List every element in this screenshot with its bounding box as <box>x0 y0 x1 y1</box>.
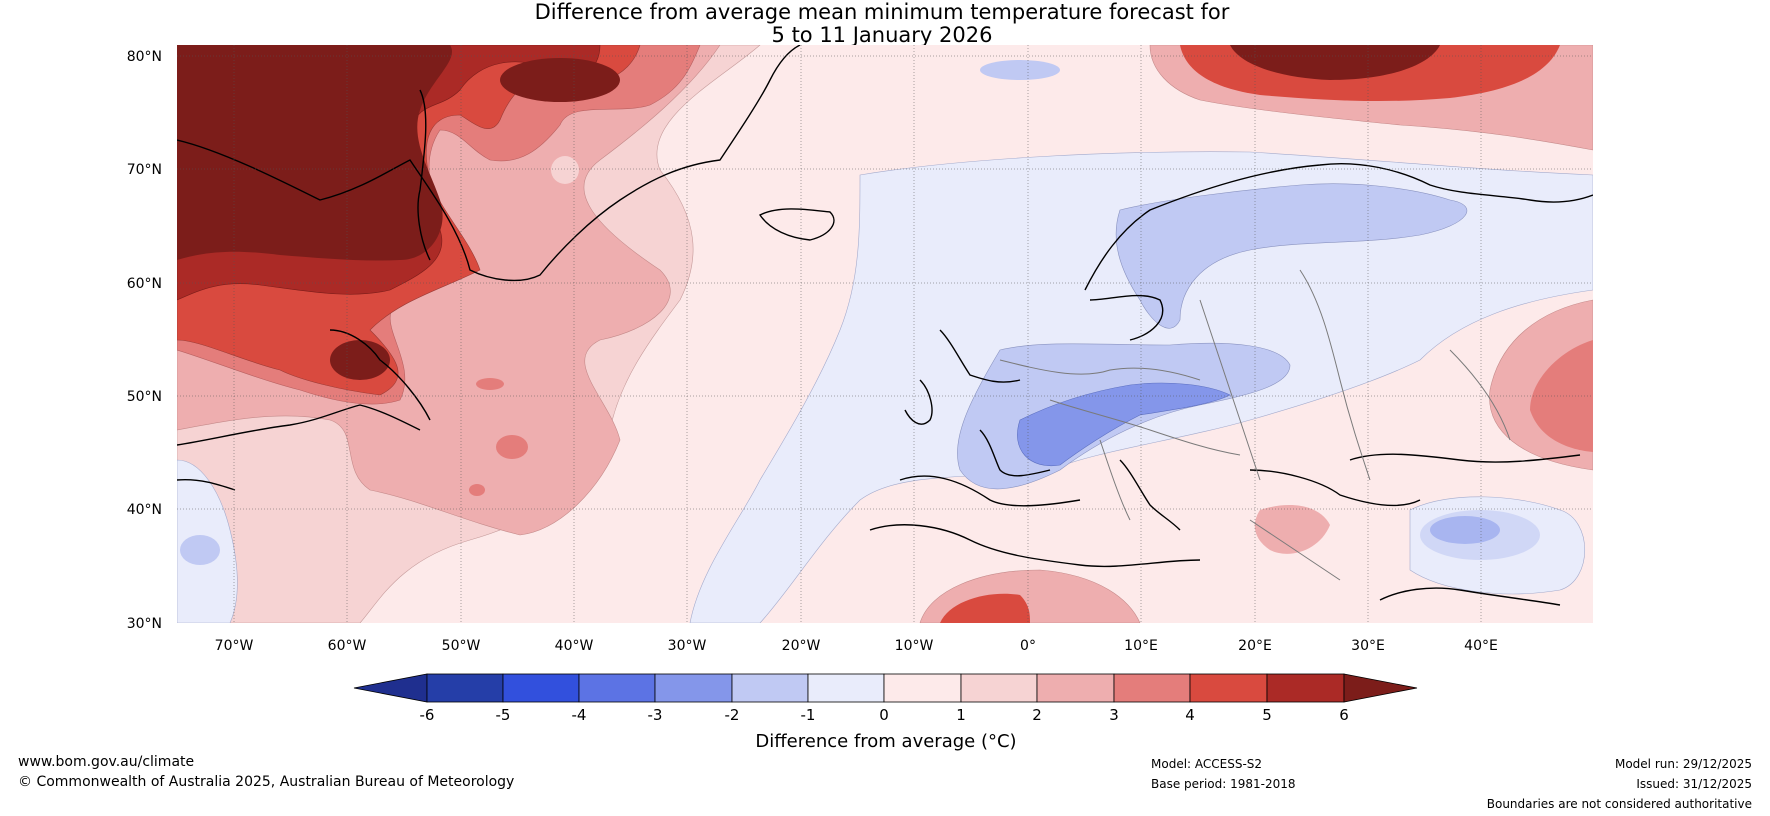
lon-label-20w: 20°W <box>782 638 821 654</box>
colorbar-tick: 5 <box>1262 706 1272 724</box>
cold-region-minus2-turkey <box>1420 510 1540 560</box>
warm-spot-greenland-sea <box>551 156 579 184</box>
colorbar-bin-n6 <box>426 673 504 703</box>
lon-label-70w: 70°W <box>215 638 254 654</box>
lat-label-60n: 60°N <box>127 276 162 292</box>
lon-label-0: 0° <box>1020 638 1036 654</box>
colorbar-ticks: -6 -5 -4 -3 -2 -1 0 1 2 3 4 5 6 <box>420 706 1349 724</box>
warm-max-newfoundland <box>330 340 390 380</box>
colorbar-bin-n5 <box>502 673 580 703</box>
lon-label-60w: 60°W <box>328 638 367 654</box>
colorbar-label: Difference from average (°C) <box>755 731 1016 752</box>
colorbar-bin-n3 <box>654 673 733 703</box>
lat-label-30n: 30°N <box>127 616 162 632</box>
colorbar-tick: -5 <box>496 706 511 724</box>
colorbar-tick: 2 <box>1032 706 1042 724</box>
footer-model: Model: ACCESS-S2 <box>1151 757 1263 771</box>
colorbar-bin-n4 <box>578 673 656 703</box>
warm-region-max <box>177 45 453 261</box>
warm-region-arctic-ne-plus6 <box>1230 45 1440 80</box>
lat-label-70n: 70°N <box>127 162 162 178</box>
warm-region-east-plus4 <box>1530 340 1593 452</box>
longitude-labels: 70°W 60°W 50°W 40°W 30°W 20°W 10°W 0° 10… <box>215 638 1498 654</box>
graticule <box>177 45 1593 623</box>
colorbar-bin-n2 <box>731 673 809 703</box>
colorbar-bin-p5 <box>1266 673 1345 703</box>
colorbar-bin-p3 <box>1113 673 1191 703</box>
cold-region-minus3 <box>1017 382 1231 467</box>
colorbar-tick: -4 <box>572 706 587 724</box>
colorbar-tick: 3 <box>1109 706 1119 724</box>
colorbar-bin-p0 <box>883 673 962 703</box>
colorbar-tick: 0 <box>879 706 889 724</box>
warm-spot-atlantic3 <box>469 484 485 496</box>
colorbar-tick: -2 <box>725 706 740 724</box>
map-title-line1: Difference from average mean minimum tem… <box>534 0 1230 24</box>
colorbar-extend-high <box>1343 673 1418 703</box>
lat-label-40n: 40°N <box>127 502 162 518</box>
lon-label-10e: 10°E <box>1124 638 1158 654</box>
colorbar-extend-low <box>353 673 428 703</box>
footer-base-period: Base period: 1981-2018 <box>1151 777 1296 791</box>
lon-label-30e: 30°E <box>1351 638 1385 654</box>
colorbar-bin-p1 <box>960 673 1038 703</box>
footer-model-run: Model run: 29/12/2025 <box>1614 757 1752 771</box>
lon-label-50w: 50°W <box>442 638 481 654</box>
cold-region-minus2-scandinavia <box>1115 183 1468 329</box>
colorbar-bin-p4 <box>1189 673 1268 703</box>
footer-website[interactable]: www.bom.gov.au/climate <box>18 754 195 770</box>
lon-label-40w: 40°W <box>555 638 594 654</box>
lon-label-40e: 40°E <box>1464 638 1498 654</box>
lon-label-10w: 10°W <box>895 638 934 654</box>
colorbar <box>353 673 1418 703</box>
warm-region-africa-plus4 <box>940 593 1030 623</box>
lon-label-20e: 20°E <box>1238 638 1272 654</box>
cold-region-minus2-wsea <box>180 535 220 565</box>
country-borders <box>999 269 1511 581</box>
warm-region-greece <box>1254 505 1330 554</box>
coastlines <box>177 45 1593 606</box>
footer-copyright: © Commonwealth of Australia 2025, Austra… <box>18 774 515 790</box>
colorbar-tick: 4 <box>1185 706 1195 724</box>
colorbar-bin-n1 <box>807 673 885 703</box>
map-field <box>177 45 1593 623</box>
colorbar-tick: 1 <box>956 706 966 724</box>
colorbar-tick: 6 <box>1339 706 1349 724</box>
latitude-labels: 80°N 70°N 60°N 50°N 40°N 30°N <box>127 49 162 632</box>
map-title-line2: 5 to 11 January 2026 <box>771 23 993 47</box>
colorbar-tick: -1 <box>801 706 816 724</box>
lat-label-80n: 80°N <box>127 49 162 65</box>
lat-label-50n: 50°N <box>127 389 162 405</box>
colorbar-tick: -3 <box>648 706 663 724</box>
footer-disclaimer: Boundaries are not considered authoritat… <box>1486 797 1752 811</box>
warm-spot-atlantic2 <box>476 378 504 390</box>
warm-max-centre <box>500 58 620 102</box>
colorbar-bin-p2 <box>1036 673 1115 703</box>
cold-region-minus2-norwegiansea <box>980 60 1060 80</box>
footer-issued: Issued: 31/12/2025 <box>1636 777 1752 791</box>
lon-label-30w: 30°W <box>668 638 707 654</box>
colorbar-tick: -6 <box>420 706 435 724</box>
warm-spot-atlantic <box>496 435 528 459</box>
